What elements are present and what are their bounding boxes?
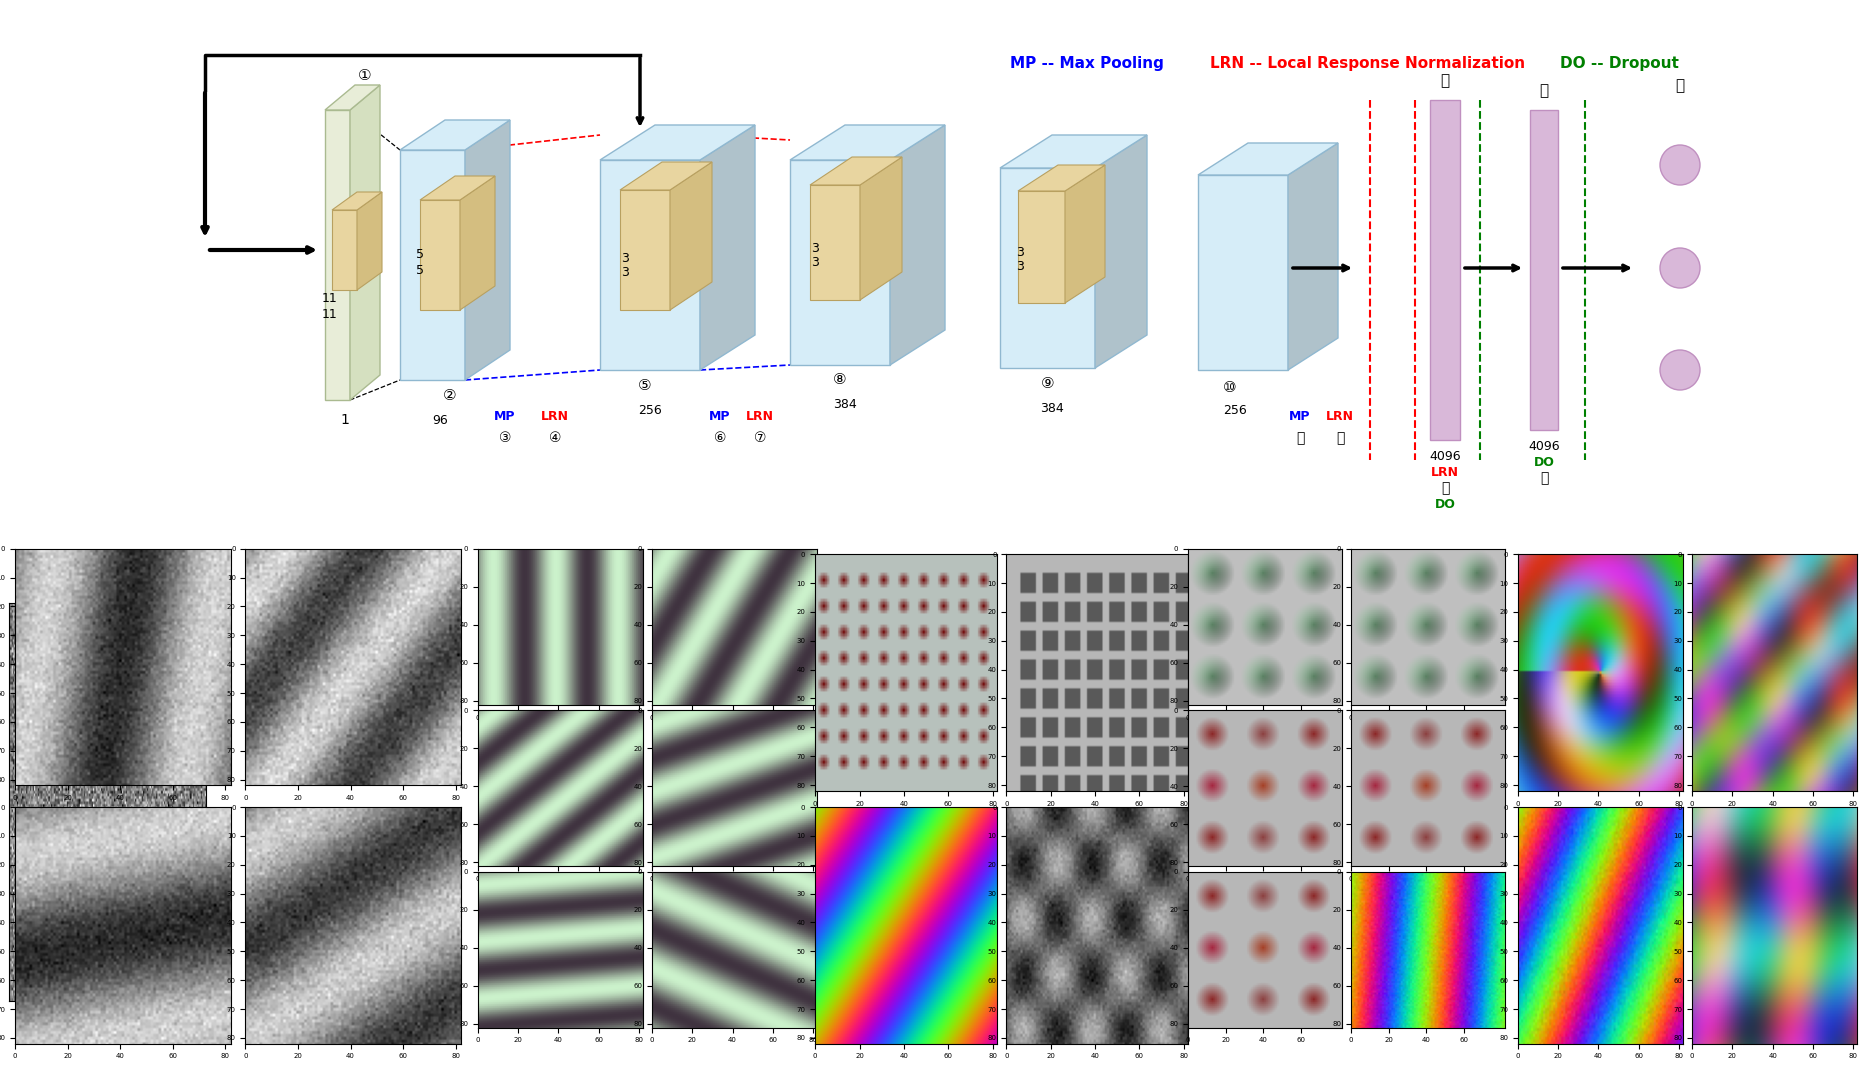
Polygon shape — [1000, 168, 1094, 368]
Text: ⑨: ⑨ — [1041, 376, 1054, 391]
Polygon shape — [599, 160, 701, 370]
Text: ⑯: ⑯ — [1540, 471, 1547, 485]
Polygon shape — [420, 176, 494, 200]
Text: 5: 5 — [416, 249, 423, 261]
Text: ⑧: ⑧ — [833, 372, 847, 387]
Text: ①: ① — [358, 68, 371, 83]
Polygon shape — [620, 190, 671, 310]
Text: MP: MP — [1289, 410, 1309, 423]
Text: MP: MP — [708, 410, 730, 423]
Text: 4096: 4096 — [1526, 440, 1558, 453]
Polygon shape — [1197, 143, 1337, 175]
Polygon shape — [332, 210, 358, 291]
Polygon shape — [790, 160, 890, 365]
Text: 256: 256 — [639, 404, 661, 416]
Polygon shape — [809, 157, 901, 185]
Text: 384: 384 — [1040, 401, 1064, 414]
Polygon shape — [620, 162, 712, 190]
Polygon shape — [790, 125, 944, 160]
Polygon shape — [358, 192, 382, 291]
Text: DO -- Dropout: DO -- Dropout — [1558, 56, 1678, 71]
Polygon shape — [324, 85, 380, 110]
Polygon shape — [324, 110, 350, 400]
Polygon shape — [1197, 175, 1287, 370]
Polygon shape — [701, 125, 755, 370]
Polygon shape — [599, 125, 755, 160]
Text: ⑭: ⑭ — [1440, 481, 1448, 495]
Text: ②: ② — [442, 387, 457, 402]
Polygon shape — [860, 157, 901, 300]
Text: 1: 1 — [341, 413, 348, 427]
Text: 96: 96 — [433, 413, 448, 426]
Text: ③: ③ — [498, 431, 511, 445]
Text: 3: 3 — [1015, 245, 1023, 258]
Text: ⑥: ⑥ — [714, 431, 727, 445]
Text: 3: 3 — [1015, 259, 1023, 272]
Polygon shape — [890, 125, 944, 365]
Polygon shape — [1017, 165, 1105, 192]
Circle shape — [1659, 145, 1699, 185]
Text: 3: 3 — [620, 252, 629, 265]
Polygon shape — [420, 200, 459, 310]
Polygon shape — [809, 185, 860, 300]
Circle shape — [1659, 350, 1699, 390]
Text: 3: 3 — [811, 241, 819, 255]
Text: 11: 11 — [322, 309, 337, 322]
Text: 5: 5 — [416, 264, 423, 277]
Polygon shape — [1094, 134, 1146, 368]
Text: 3: 3 — [811, 256, 819, 269]
Text: ⑪: ⑪ — [1294, 431, 1304, 445]
Polygon shape — [465, 121, 509, 380]
Polygon shape — [459, 176, 494, 310]
Text: ⑬: ⑬ — [1440, 73, 1450, 88]
Text: LRN: LRN — [541, 410, 569, 423]
Polygon shape — [1287, 143, 1337, 370]
Text: ⑫: ⑫ — [1335, 431, 1343, 445]
Text: ⑩: ⑩ — [1223, 381, 1236, 396]
Polygon shape — [1017, 192, 1064, 303]
Text: LRN: LRN — [1431, 466, 1459, 479]
Text: ⑤: ⑤ — [639, 378, 652, 393]
Polygon shape — [399, 150, 465, 380]
Polygon shape — [1064, 165, 1105, 303]
Polygon shape — [671, 162, 712, 310]
Polygon shape — [350, 85, 380, 400]
Text: MP: MP — [494, 410, 515, 423]
Polygon shape — [1429, 100, 1459, 440]
Text: ⑰: ⑰ — [1674, 77, 1684, 93]
Text: 256: 256 — [1223, 404, 1246, 416]
Text: ④: ④ — [549, 431, 560, 445]
Text: MP -- Max Pooling: MP -- Max Pooling — [1010, 56, 1163, 71]
Polygon shape — [1000, 134, 1146, 168]
Text: 3: 3 — [620, 267, 629, 280]
Text: LRN: LRN — [1326, 410, 1354, 423]
Text: 11: 11 — [322, 292, 337, 305]
Polygon shape — [399, 121, 509, 150]
Text: 384: 384 — [833, 398, 856, 411]
Text: DO: DO — [1532, 456, 1553, 469]
Text: LRN: LRN — [745, 410, 774, 423]
Text: LRN -- Local Response Normalization: LRN -- Local Response Normalization — [1210, 56, 1525, 71]
Text: ⑮: ⑮ — [1538, 83, 1547, 98]
Polygon shape — [332, 192, 382, 210]
Polygon shape — [1528, 110, 1556, 430]
Text: ⑦: ⑦ — [753, 431, 766, 445]
Circle shape — [1659, 247, 1699, 288]
Text: DO: DO — [1435, 498, 1455, 511]
Text: 4096: 4096 — [1429, 450, 1461, 463]
